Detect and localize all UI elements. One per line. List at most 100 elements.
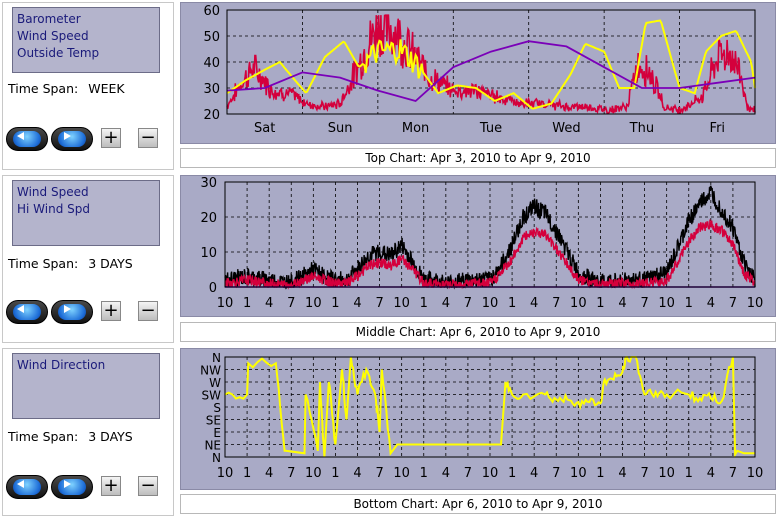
back-button[interactable] [6, 475, 48, 499]
timespan-middle: Time Span: 3 DAYS [8, 256, 133, 271]
x-tick-label: 7 [729, 466, 737, 481]
x-tick-label: 10 [747, 466, 764, 481]
y-tick-label: SE [206, 414, 221, 428]
forward-button[interactable] [51, 475, 93, 499]
timespan-value: 3 DAYS [88, 256, 133, 271]
x-tick-label: 10 [658, 466, 675, 481]
series-list-top[interactable]: Barometer Wind Speed Outside Temp [12, 7, 160, 73]
series-item[interactable]: Outside Temp [17, 46, 100, 60]
bottom-chart-caption: Bottom Chart: Apr 6, 2010 to Apr 9, 2010 [180, 494, 776, 514]
x-tick-label: 1 [331, 466, 339, 481]
arrow-right-icon [64, 305, 71, 313]
y-tick-label: 40 [203, 56, 220, 71]
forward-button[interactable] [51, 127, 93, 151]
timespan-value: 3 DAYS [88, 429, 133, 444]
x-tick-label: 1 [420, 466, 428, 481]
y-tick-label: 10 [200, 246, 217, 261]
arrow-right-icon [64, 132, 71, 140]
x-tick-label: 10 [482, 466, 499, 481]
timespan-bottom: Time Span: 3 DAYS [8, 429, 133, 444]
x-tick-label: 7 [640, 466, 648, 481]
back-button[interactable] [6, 127, 48, 151]
x-tick-label: 7 [552, 466, 560, 481]
y-tick-label: 20 [203, 108, 220, 123]
timespan-value: WEEK [88, 81, 125, 96]
arrow-left-icon [17, 480, 24, 488]
x-tick-label: 4 [353, 296, 361, 311]
plot-frame [226, 9, 756, 115]
arrow-right-icon [64, 480, 71, 488]
controls-bottom: + − [6, 475, 171, 503]
x-tick-label: 10 [570, 296, 587, 311]
x-tick-label: 1 [685, 466, 693, 481]
x-tick-label: 1 [331, 296, 339, 311]
forward-button[interactable] [51, 300, 93, 324]
x-tick-label: 4 [353, 466, 361, 481]
y-tick-label: SW [202, 389, 222, 403]
y-tick-label: 50 [203, 30, 220, 45]
zoom-out-button[interactable]: − [138, 301, 158, 321]
back-button[interactable] [6, 300, 48, 324]
left-panel-bottom: Wind Direction Time Span: 3 DAYS + − [2, 348, 174, 516]
left-panel-middle: Wind Speed Hi Wind Spd Time Span: 3 DAYS … [2, 175, 174, 343]
series-line-wind-speed [226, 14, 756, 115]
x-tick-label: 7 [375, 296, 383, 311]
series-list-bottom[interactable]: Wind Direction [12, 353, 160, 419]
controls-top: + − [6, 127, 171, 155]
x-tick-label: Wed [552, 121, 580, 136]
x-tick-label: 10 [393, 466, 410, 481]
x-tick-label: 10 [217, 296, 234, 311]
series-item[interactable]: Hi Wind Spd [17, 202, 90, 216]
bottom-chart-panel: N NE E SE S SW W NW N 10 1 4 7 10 1 4 7 10 1 4 7 10 1 4 7 10 1 4 7 10… [180, 348, 776, 490]
x-tick-label: Thu [629, 121, 654, 136]
y-tick-label: W [209, 376, 221, 390]
y-tick-label: N [212, 451, 221, 465]
x-tick-label: 7 [552, 296, 560, 311]
series-line-barometer [226, 40, 756, 102]
series-line-wind-direction [224, 356, 755, 459]
x-tick-label: 4 [530, 296, 538, 311]
x-tick-label: 1 [243, 296, 251, 311]
top-chart-caption: Top Chart: Apr 3, 2010 to Apr 9, 2010 [180, 148, 776, 168]
x-tick-label: 7 [729, 296, 737, 311]
zoom-out-button[interactable]: − [138, 476, 158, 496]
x-tick-label: 1 [685, 296, 693, 311]
x-tick-label: 7 [287, 296, 295, 311]
x-tick-label: Sun [328, 121, 353, 136]
middle-chart-caption: Middle Chart: Apr 6, 2010 to Apr 9, 2010 [180, 322, 776, 342]
x-tick-label: 7 [464, 466, 472, 481]
zoom-out-button[interactable]: − [138, 128, 158, 148]
x-tick-label: 7 [464, 296, 472, 311]
series-item[interactable]: Wind Direction [17, 358, 106, 372]
x-tick-label: Tue [479, 121, 502, 136]
series-item[interactable]: Barometer [17, 12, 81, 26]
x-tick-label: 4 [265, 466, 273, 481]
x-tick-label: 1 [596, 466, 604, 481]
left-panel-top: Barometer Wind Speed Outside Temp Time S… [2, 2, 174, 170]
zoom-in-button[interactable]: + [101, 476, 121, 496]
x-tick-label: 10 [747, 296, 764, 311]
x-tick-label: 10 [217, 466, 234, 481]
series-item[interactable]: Wind Speed [17, 185, 89, 199]
y-tick-label: NE [204, 439, 221, 453]
series-list-middle[interactable]: Wind Speed Hi Wind Spd [12, 180, 160, 246]
y-tick-label: E [213, 426, 221, 440]
zoom-in-button[interactable]: + [101, 301, 121, 321]
y-tick-label: NW [200, 364, 221, 378]
x-tick-label: Sat [254, 121, 275, 136]
x-tick-label: 4 [618, 296, 626, 311]
y-tick-label: N [212, 351, 221, 365]
x-tick-label: 10 [393, 296, 410, 311]
x-tick-label: 10 [658, 296, 675, 311]
zoom-in-button[interactable]: + [101, 128, 121, 148]
x-tick-label: 10 [570, 466, 587, 481]
x-tick-label: 10 [305, 296, 322, 311]
top-chart[interactable]: 20 30 40 50 60 Sat Sun Mon Tue Wed Thu Fri [181, 3, 775, 143]
timespan-label: Time Span: [8, 81, 79, 96]
x-tick-label: 4 [530, 466, 538, 481]
series-item[interactable]: Wind Speed [17, 29, 89, 43]
x-tick-label: 4 [707, 296, 715, 311]
x-tick-label: 7 [287, 466, 295, 481]
